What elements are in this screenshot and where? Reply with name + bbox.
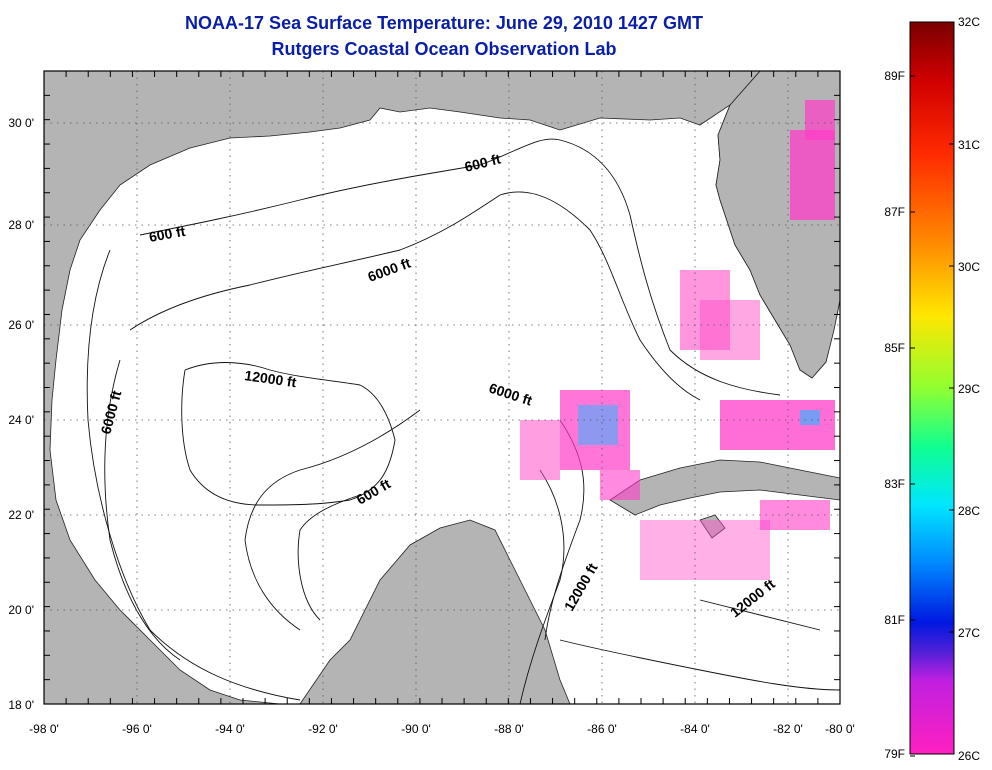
colorbar-c-label: 26C — [958, 749, 980, 763]
colorbar-f-label: 89F — [884, 69, 905, 83]
contour-600ft — [86, 138, 781, 704]
colorbar-c-label: 27C — [958, 626, 980, 640]
contour-6000ft — [104, 191, 701, 661]
colorbar-c-label: 29C — [958, 382, 980, 396]
graticule — [44, 71, 840, 704]
lat-tick-label: 18 0' — [8, 698, 34, 712]
land-cuba — [609, 459, 840, 516]
colorbar-f-label: 85F — [884, 341, 905, 355]
lat-axis-labels: 18 0' 20 0' 22 0' 24 0' 26 0' 28 0' 30 0… — [8, 116, 34, 712]
lon-tick-label: -88 0' — [494, 722, 524, 736]
lat-tick-label: 28 0' — [8, 218, 34, 232]
depth-contours — [86, 138, 840, 704]
lat-tick-label: 24 0' — [8, 413, 34, 427]
colorbar-f-label: 83F — [884, 477, 905, 491]
colorbar-f-label: 81F — [884, 613, 905, 627]
tick-marks — [43, 70, 841, 705]
lon-tick-label: -86 0' — [587, 722, 617, 736]
lat-tick-label: 20 0' — [8, 603, 34, 617]
lon-tick-label: -82 0' — [773, 722, 803, 736]
colorbar-c-label: 31C — [958, 138, 980, 152]
colorbar-c-label: 32C — [958, 15, 980, 29]
lon-axis-labels: -98 0' -96 0' -94 0' -92 0' -90 0' -88 0… — [29, 722, 855, 736]
land-isla-pinos — [699, 514, 726, 539]
lon-tick-label: -94 0' — [215, 722, 245, 736]
colorbar-c-label: 30C — [958, 260, 980, 274]
lon-tick-label: -84 0' — [680, 722, 710, 736]
map-title: NOAA-17 Sea Surface Temperature: June 29… — [44, 10, 844, 62]
lon-tick-label: -90 0' — [401, 722, 431, 736]
lat-tick-label: 30 0' — [8, 116, 34, 130]
contour-label: 600 ft — [148, 223, 187, 245]
colorbar-c-label: 28C — [958, 504, 980, 518]
contour-label: 12000 ft — [244, 367, 298, 390]
colorbar-gradient — [909, 21, 955, 755]
title-line-2: Rutgers Coastal Ocean Observation Lab — [271, 39, 617, 59]
contour-12000ft — [181, 362, 840, 691]
lon-tick-label: -80 0' — [825, 722, 855, 736]
sst-pixels — [520, 100, 835, 580]
lat-tick-label: 22 0' — [8, 508, 34, 522]
lon-tick-label: -92 0' — [308, 722, 338, 736]
lon-tick-label: -96 0' — [122, 722, 152, 736]
lat-tick-label: 26 0' — [8, 318, 34, 332]
lon-tick-label: -98 0' — [29, 722, 59, 736]
land-yucatan — [299, 519, 571, 704]
land-us-coast — [44, 71, 761, 704]
colorbar-f-label: 79F — [884, 747, 905, 761]
title-line-1: NOAA-17 Sea Surface Temperature: June 29… — [185, 13, 703, 33]
colorbar: 32C 31C 30C 29C 28C 27C 26C 89F 87F 85F … — [884, 15, 980, 763]
colorbar-f-label: 87F — [884, 205, 905, 219]
